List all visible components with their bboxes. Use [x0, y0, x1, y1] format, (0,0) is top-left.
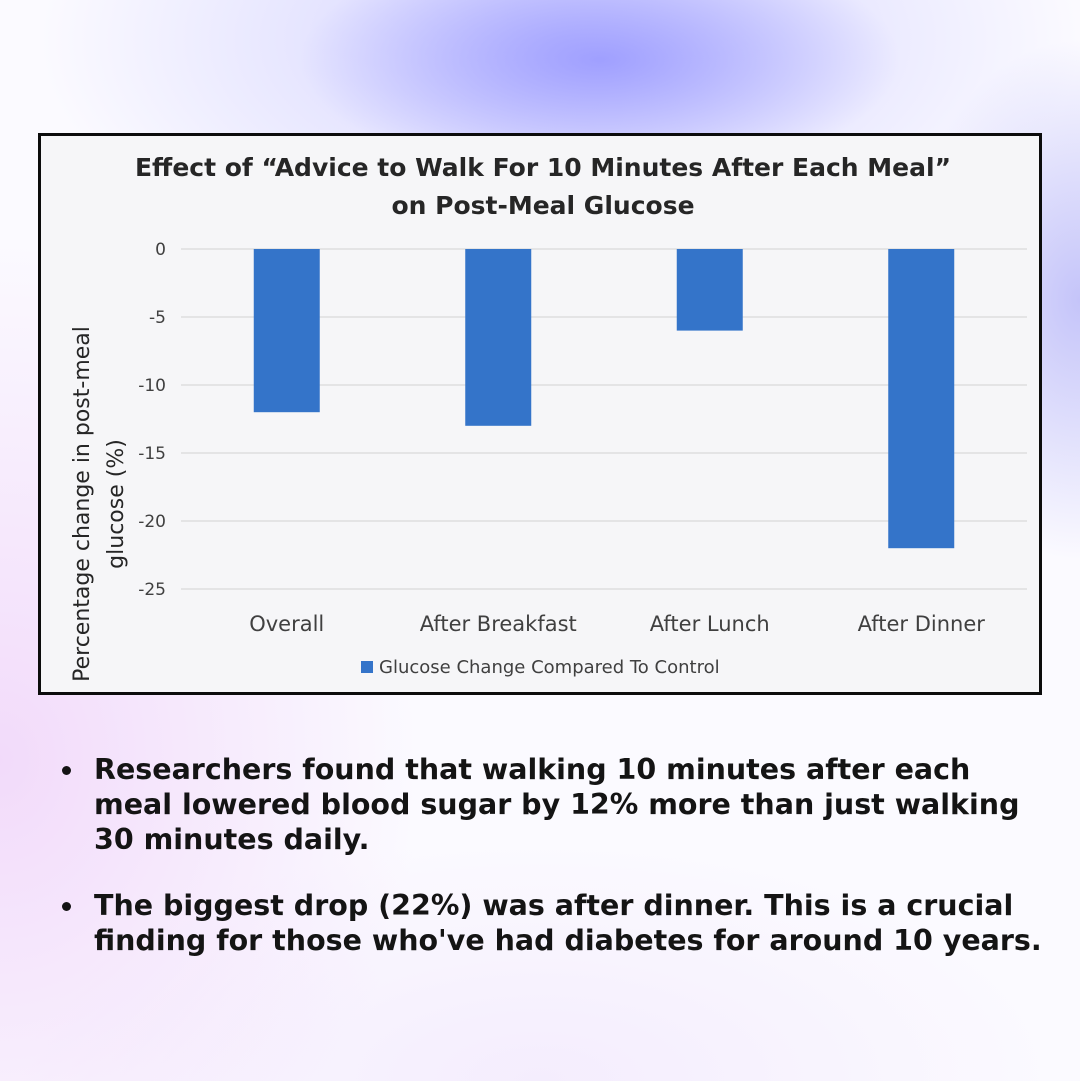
bullet-item: Researchers found that walking 10 minute… [58, 752, 1058, 857]
legend-label: Glucose Change Compared To Control [379, 657, 720, 678]
legend: Glucose Change Compared To Control [361, 657, 720, 678]
bar-after-breakfast [465, 249, 532, 426]
y-axis-title-line-2: glucose (%) [104, 439, 129, 569]
chart-title-line-2: on Post-Meal Glucose [391, 191, 694, 220]
category-label: Overall [249, 612, 324, 636]
bar-after-dinner [888, 249, 955, 549]
bars [253, 249, 955, 549]
bullet-text: The biggest drop (22%) was after dinner.… [94, 889, 1042, 957]
category-label: After Breakfast [420, 612, 577, 636]
category-label: After Lunch [650, 612, 770, 636]
bar-overall [253, 249, 320, 413]
y-tick-labels: 0 -5 -10 -15 -20 -25 [138, 240, 166, 600]
category-labels: Overall After Breakfast After Lunch After D… [249, 612, 985, 636]
y-tick-label: -25 [138, 580, 166, 600]
bullet-list: Researchers found that walking 10 minute… [58, 752, 1058, 989]
y-tick-label: 0 [155, 240, 166, 260]
bullet-dot [62, 902, 71, 911]
y-axis-title: Percentage change in post-meal glucose (… [70, 326, 129, 682]
gridlines [181, 248, 1027, 590]
bullet-item: The biggest drop (22%) was after dinner.… [58, 888, 1058, 958]
legend-swatch [361, 661, 373, 673]
y-axis-title-line-1: Percentage change in post-meal [70, 326, 95, 682]
y-tick-label: -15 [138, 444, 166, 464]
y-tick-label: -10 [138, 376, 166, 396]
chart-title-line-1: Effect of “Advice to Walk For 10 Minutes… [135, 153, 951, 182]
bar-after-lunch [676, 249, 743, 331]
bar-chart: Effect of “Advice to Walk For 10 Minutes… [70, 153, 1027, 682]
y-tick-label: -5 [149, 308, 166, 328]
bullet-text: Researchers found that walking 10 minute… [94, 753, 1020, 856]
category-label: After Dinner [858, 612, 986, 636]
bullet-dot [62, 766, 71, 775]
y-tick-label: -20 [138, 512, 166, 532]
chart-frame: Effect of “Advice to Walk For 10 Minutes… [38, 133, 1042, 695]
